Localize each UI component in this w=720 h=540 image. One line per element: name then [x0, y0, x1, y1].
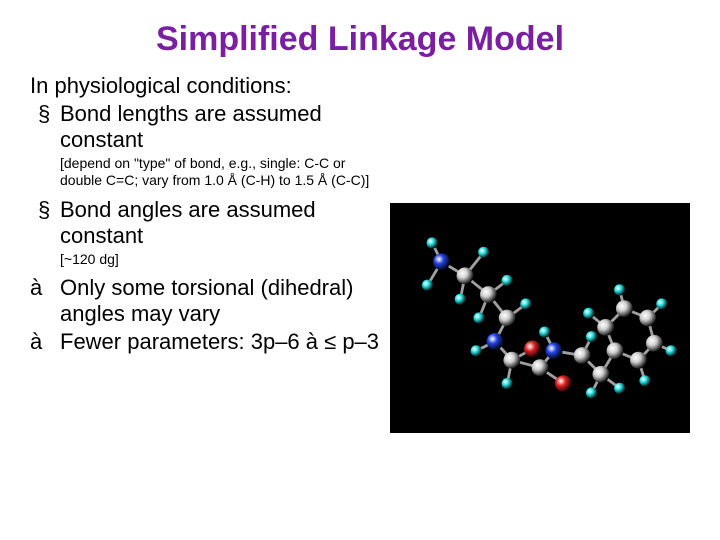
arrow-1: à Only some torsional (dihedral) angles …	[30, 275, 390, 327]
bullet-marker: §	[38, 101, 60, 153]
bullet-1-note: [depend on "type" of bond, e.g., single:…	[60, 155, 390, 189]
bullet-text: Bond angles are assumed constant	[60, 197, 390, 249]
slide-title: Simplified Linkage Model	[30, 20, 690, 59]
slide: Simplified Linkage Model In physiologica…	[0, 0, 720, 540]
arrow-marker: à	[30, 275, 60, 327]
arrow-marker: à	[30, 329, 60, 355]
bullet-marker: §	[38, 197, 60, 249]
arrow-text: Fewer parameters: 3p–6 à ≤ p–3	[60, 329, 390, 355]
molecule-svg	[390, 203, 690, 433]
arrow-2: à Fewer parameters: 3p–6 à ≤ p–3	[30, 329, 390, 355]
text-column: In physiological conditions: § Bond leng…	[30, 73, 390, 355]
bullet-2-note: [~120 dg]	[60, 251, 390, 268]
molecule-figure	[390, 203, 690, 433]
arrow-text: Only some torsional (dihedral) angles ma…	[60, 275, 390, 327]
content-area: In physiological conditions: § Bond leng…	[30, 73, 690, 355]
bullet-text: Bond lengths are assumed constant	[60, 101, 390, 153]
intro-line: In physiological conditions:	[30, 73, 390, 99]
bullet-1: § Bond lengths are assumed constant	[38, 101, 390, 153]
bullet-2: § Bond angles are assumed constant	[38, 197, 390, 249]
